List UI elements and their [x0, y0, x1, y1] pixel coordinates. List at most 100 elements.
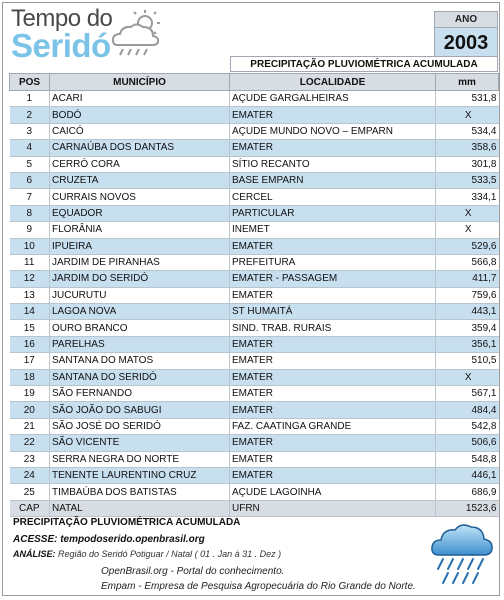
footer-access-link[interactable]: ACESSE: tempodoserido.openbrasil.org	[13, 534, 205, 545]
cell-pos: 23	[9, 451, 50, 468]
cell-pos: 17	[9, 352, 50, 370]
cell-localidade: EMATER	[229, 352, 436, 370]
table-row: 1 ACARI AÇUDE GARGALHEIRAS 531,8	[9, 90, 499, 108]
cell-localidade: EMATER	[229, 467, 436, 485]
cell-pos: 25	[9, 483, 50, 501]
cell-municipio: FLORÂNIA	[49, 221, 230, 239]
table-row: 18 SANTANA DO SERIDÓ EMATER X	[9, 369, 499, 387]
cell-pos: 20	[9, 401, 50, 419]
cell-municipio: JARDIM DE PIRANHAS	[49, 254, 230, 272]
table-row: 8 EQUADOR PARTICULAR X	[9, 205, 499, 223]
table-row: 22 SÃO VICENTE EMATER 506,6	[9, 434, 499, 452]
cell-municipio: SÃO JOSÉ DO SERIDÓ	[49, 418, 230, 436]
cell-pos: 2	[9, 106, 50, 124]
cell-pos: 16	[9, 336, 50, 354]
table-body: 1 ACARI AÇUDE GARGALHEIRAS 531,8 2 BODÓ EMATER…	[9, 90, 499, 518]
cell-municipio: TIMBAÚBA DOS BATISTAS	[49, 483, 230, 501]
cell-mm: 1523,6	[435, 500, 499, 518]
table-row: 24 TENENTE LAURENTINO CRUZ EMATER 446,1	[9, 467, 499, 485]
footer-empresa: Empam - Empresa de Pesquisa Agropecuária…	[101, 581, 416, 592]
table-row: 11 JARDIM DE PIRANHAS PREFEITURA 566,8	[9, 254, 499, 272]
cell-localidade: EMATER	[229, 106, 436, 124]
cell-municipio: CURRAIS NOVOS	[49, 188, 230, 206]
cell-municipio: CRUZETA	[49, 172, 230, 190]
footer: PRECIPITAÇÃO PLUVIOMÉTRICA ACUMULADA ACE…	[9, 515, 498, 595]
cell-municipio: NATAL	[49, 500, 230, 518]
cell-localidade: EMATER	[229, 451, 436, 468]
cell-mm: 548,8	[435, 451, 499, 468]
cell-pos: 3	[9, 123, 50, 141]
cell-localidade: EMATER	[229, 139, 436, 157]
cell-pos: 6	[9, 172, 50, 190]
cell-localidade: FAZ. CAATINGA GRANDE	[229, 418, 436, 436]
table-row: 20 SÃO JOÃO DO SABUGI EMATER 484,4	[9, 401, 499, 419]
cell-pos: 12	[9, 270, 50, 288]
cell-pos: 8	[9, 205, 50, 223]
cell-mm: 356,1	[435, 336, 499, 354]
cell-mm: 359,4	[435, 319, 499, 337]
cell-mm: 510,5	[435, 352, 499, 370]
cell-localidade: EMATER	[229, 238, 436, 255]
cell-pos: 24	[9, 467, 50, 485]
cell-municipio: SERRA NEGRA DO NORTE	[49, 451, 230, 468]
table-row: 2 BODÓ EMATER X	[9, 106, 499, 124]
cell-localidade: ST HUMAITÁ	[229, 303, 436, 321]
cell-municipio: JARDIM DO SERIDÓ	[49, 270, 230, 288]
cell-municipio: JUCURUTU	[49, 287, 230, 305]
table-row: 7 CURRAIS NOVOS CERCEL 334,1	[9, 188, 499, 206]
table-row: 9 FLORÂNIA INEMET X	[9, 221, 499, 239]
cell-mm: 567,1	[435, 385, 499, 403]
cell-localidade: EMATER	[229, 336, 436, 354]
footer-analysis: ANÁLISE: Região do Seridó Potiguar / Nat…	[13, 549, 281, 559]
footer-portal: OpenBrasil.org - Portal do conhecimento.	[101, 566, 285, 577]
cell-mm: 686,9	[435, 483, 499, 501]
header-municipio: MUNICÍPIO	[49, 73, 230, 91]
cell-pos: 9	[9, 221, 50, 239]
cell-mm: 506,6	[435, 434, 499, 452]
table-row: 12 JARDIM DO SERIDÓ EMATER - PASSAGEM 411,7	[9, 270, 499, 288]
cell-localidade: EMATER	[229, 385, 436, 403]
cell-localidade: EMATER	[229, 401, 436, 419]
cell-localidade: AÇUDE MUNDO NOVO – EMPARN	[229, 123, 436, 141]
table-row: 6 CRUZETA BASE EMPARN 533,5	[9, 172, 499, 190]
cell-mm: 542,8	[435, 418, 499, 436]
cell-pos: 4	[9, 139, 50, 157]
cell-mm: 358,6	[435, 139, 499, 157]
cell-municipio: SÃO VICENTE	[49, 434, 230, 452]
table-row: 13 JUCURUTU EMATER 759,6	[9, 287, 499, 305]
cell-mm: 531,8	[435, 90, 499, 108]
cell-municipio: SÃO FERNANDO	[49, 385, 230, 403]
site-logo[interactable]: Tempo do Seridó	[11, 5, 171, 65]
footer-analysis-label: ANÁLISE:	[13, 549, 56, 559]
table-row: 21 SÃO JOSÉ DO SERIDÓ FAZ. CAATINGA GRANDE…	[9, 418, 499, 436]
cell-municipio: CAICÓ	[49, 123, 230, 141]
cell-mm: 759,6	[435, 287, 499, 305]
cell-localidade: EMATER	[229, 287, 436, 305]
cell-municipio: PARELHAS	[49, 336, 230, 354]
cell-mm: X	[435, 205, 499, 223]
cell-localidade: SÍTIO RECANTO	[229, 156, 436, 173]
cell-mm: 484,4	[435, 401, 499, 419]
table-row: 3 CAICÓ AÇUDE MUNDO NOVO – EMPARN 534,4	[9, 123, 499, 141]
year-label: ANO	[434, 11, 498, 28]
cell-mm: 529,6	[435, 238, 499, 255]
header-pos: POS	[9, 73, 50, 91]
cell-mm: 411,7	[435, 270, 499, 288]
table-row: 10 IPUEIRA EMATER 529,6	[9, 238, 499, 255]
cell-pos: 15	[9, 319, 50, 337]
cell-municipio: CERRÓ CORA	[49, 156, 230, 173]
year-box: ANO 2003	[434, 11, 498, 61]
cell-localidade: EMATER	[229, 369, 436, 387]
year-value: 2003	[434, 28, 498, 59]
cell-pos: 21	[9, 418, 50, 436]
table-row: 17 SANTANA DO MATOS EMATER 510,5	[9, 352, 499, 370]
cell-mm: X	[435, 106, 499, 124]
header-localidade: LOCALIDADE	[229, 73, 436, 91]
cell-mm: 334,1	[435, 188, 499, 206]
cell-pos: 13	[9, 287, 50, 305]
cell-localidade: AÇUDE GARGALHEIRAS	[229, 90, 436, 108]
footer-title: PRECIPITAÇÃO PLUVIOMÉTRICA ACUMULADA	[13, 517, 241, 528]
cell-mm: X	[435, 369, 499, 387]
cell-mm: 533,5	[435, 172, 499, 190]
table-row: 23 SERRA NEGRA DO NORTE EMATER 548,8	[9, 451, 499, 468]
